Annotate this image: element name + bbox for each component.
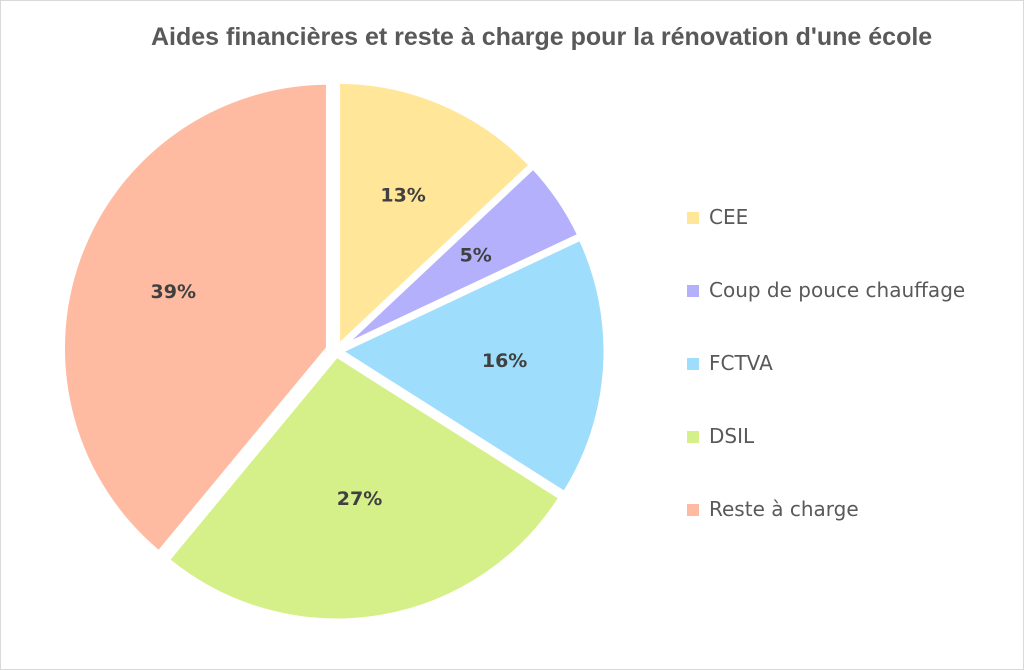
legend-item-reste-a-charge: Reste à charge — [687, 496, 965, 569]
legend-label-fctva: FCTVA — [709, 351, 773, 375]
slice-percent-label-2: 5% — [460, 245, 492, 267]
pie-slice-2 — [336, 164, 583, 352]
chart-title: Aides financières et reste à charge pour… — [151, 23, 933, 51]
slice-percent-label-3: 16% — [482, 350, 527, 372]
legend-swatch-reste-a-charge — [687, 504, 699, 516]
pie-slice-4 — [164, 352, 564, 624]
legend-label-coup-de-pouce: Coup de pouce chauffage — [709, 278, 966, 302]
slice-percent-label-4: 27% — [337, 488, 382, 510]
pie-slice-3 — [337, 235, 609, 497]
legend-swatch-coup-de-pouce — [687, 285, 699, 297]
legend-swatch-cee — [687, 212, 699, 224]
pie-slice-1 — [335, 78, 534, 350]
legend-item-cee: CEE — [687, 204, 965, 277]
legend: CEE Coup de pouce chauffage FCTVA DSIL R… — [687, 204, 965, 569]
legend-item-coup-de-pouce: Coup de pouce chauffage — [687, 277, 965, 350]
legend-label-cee: CEE — [709, 205, 749, 229]
slice-percent-label-5: 39% — [151, 281, 196, 303]
slice-percent-label-1: 13% — [380, 184, 425, 206]
pie-slice-5 — [59, 79, 331, 556]
legend-swatch-fctva — [687, 358, 699, 370]
legend-item-fctva: FCTVA — [687, 350, 965, 423]
legend-swatch-dsil — [687, 431, 699, 443]
legend-label-reste-a-charge: Reste à charge — [709, 497, 859, 521]
legend-item-dsil: DSIL — [687, 423, 965, 496]
legend-label-dsil: DSIL — [709, 424, 755, 448]
